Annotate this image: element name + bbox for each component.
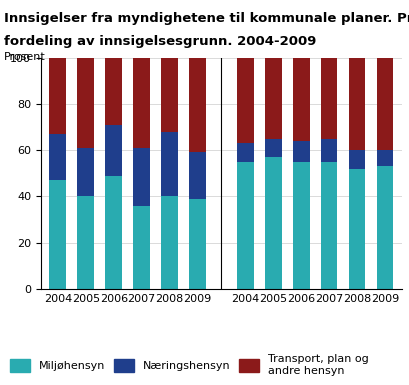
Bar (189, 58, 205, 152)
Bar (264, 58, 281, 139)
Bar (189, 152, 205, 199)
Bar (49, 180, 66, 289)
Text: fordeling av innsigelsesgrunn. 2004-2009: fordeling av innsigelsesgrunn. 2004-2009 (4, 35, 316, 48)
Bar (133, 148, 150, 206)
Bar (348, 169, 364, 289)
Bar (77, 196, 94, 289)
Bar (348, 150, 364, 169)
Bar (77, 58, 94, 148)
Bar (189, 199, 205, 289)
Bar (348, 58, 364, 150)
Bar (236, 143, 253, 162)
Text: Innsigelser fra myndighetene til kommunale planer. Prosentvis: Innsigelser fra myndighetene til kommuna… (4, 12, 409, 25)
Bar (376, 150, 393, 166)
Bar (292, 141, 309, 162)
Bar (161, 132, 178, 196)
Text: Prosent: Prosent (4, 52, 46, 62)
Bar (264, 139, 281, 157)
Bar (376, 58, 393, 150)
Bar (161, 196, 178, 289)
Bar (77, 148, 94, 196)
Legend: Miljøhensyn, Næringshensyn, Transport, plan og
andre hensyn: Miljøhensyn, Næringshensyn, Transport, p… (10, 354, 368, 376)
Bar (133, 58, 150, 148)
Bar (105, 125, 122, 176)
Bar (161, 58, 178, 132)
Bar (49, 134, 66, 180)
Bar (133, 206, 150, 289)
Bar (49, 58, 66, 134)
Bar (264, 157, 281, 289)
Bar (292, 162, 309, 289)
Bar (105, 176, 122, 289)
Bar (376, 166, 393, 289)
Bar (320, 162, 337, 289)
Bar (320, 139, 337, 162)
Bar (236, 162, 253, 289)
Bar (320, 58, 337, 139)
Bar (292, 58, 309, 141)
Bar (236, 58, 253, 143)
Bar (105, 58, 122, 125)
